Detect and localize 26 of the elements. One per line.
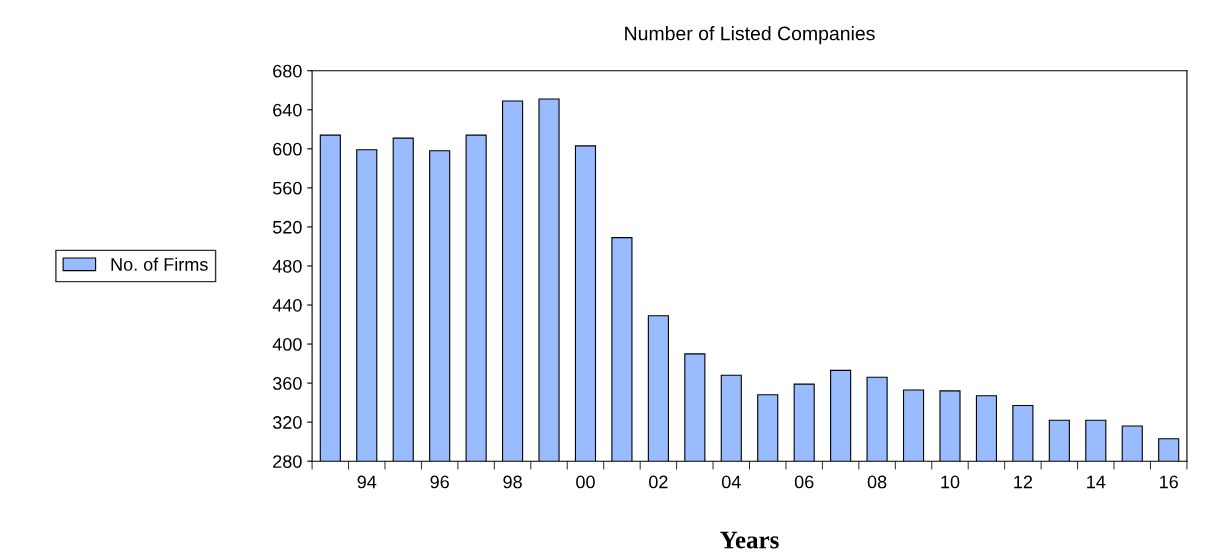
y-tick-label: 520	[272, 220, 302, 234]
x-tick-label: 08	[867, 475, 887, 489]
chart-title: Number of Listed Companies	[625, 26, 875, 45]
y-tick-label: 400	[272, 337, 302, 351]
y-tick-label: 360	[272, 377, 302, 390]
x-tick-label: 98	[503, 475, 522, 489]
x-tick-label: 94	[357, 475, 377, 489]
y-tick-label: 600	[273, 142, 302, 156]
y-tick-label: 280	[273, 455, 302, 468]
x-tick-label: 02	[649, 475, 668, 489]
y-tick-label: 440	[272, 298, 302, 312]
y-tick-label: 560	[272, 181, 302, 195]
x-tick-label: 06	[794, 475, 814, 489]
y-tick-label: 320	[272, 416, 302, 429]
x-tick-label: 00	[576, 475, 595, 489]
x-tick-label: 96	[430, 475, 449, 489]
x-tick-label: 10	[941, 475, 960, 489]
x-tick-label: 16	[1160, 475, 1178, 489]
x-axis-title: Years	[720, 531, 779, 549]
y-tick-label: 680	[273, 64, 302, 78]
x-tick-label: 04	[721, 475, 741, 489]
x-tick-label: 12	[1014, 475, 1033, 489]
x-tick-label: 14	[1087, 475, 1106, 489]
y-tick-label: 480	[272, 259, 302, 273]
legend-label: No. of Firms	[111, 257, 208, 271]
y-tick-label: 640	[273, 103, 302, 117]
